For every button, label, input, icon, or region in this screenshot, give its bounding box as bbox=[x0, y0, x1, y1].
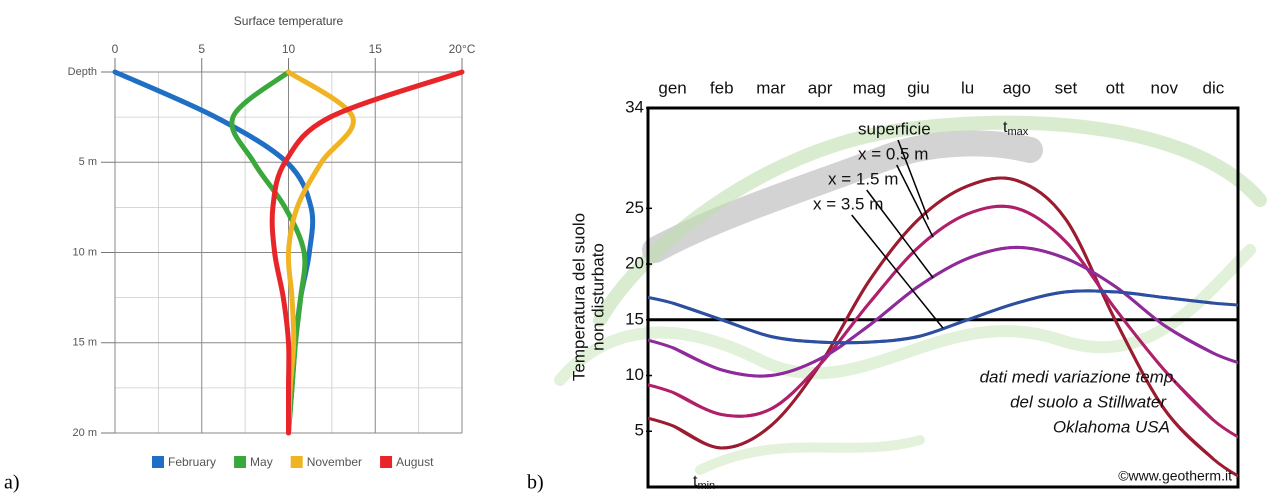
x-tick-label: set bbox=[1055, 78, 1078, 97]
legend-label: November bbox=[307, 455, 362, 469]
y-tick-label: 25 bbox=[625, 198, 644, 217]
series-label: x = 0.5 m bbox=[858, 144, 928, 163]
y-tick-label: 34 bbox=[625, 97, 644, 116]
x-tick-label: lu bbox=[961, 78, 974, 97]
series-label: x = 3.5 m bbox=[813, 194, 883, 213]
leader-line bbox=[897, 139, 930, 220]
panel-label: a) bbox=[4, 472, 20, 493]
x-tick-label: 0 bbox=[112, 42, 119, 56]
legend-label: August bbox=[396, 455, 434, 469]
legend-swatch bbox=[290, 456, 303, 468]
note: dati medi variazione temp. bbox=[980, 367, 1178, 386]
chart-title: Surface temperature bbox=[234, 14, 344, 28]
panel-label: b) bbox=[527, 472, 544, 493]
legend-swatch bbox=[234, 456, 247, 468]
annotation-sub: min bbox=[697, 480, 715, 492]
note: del suolo a Stillwater bbox=[1010, 392, 1167, 411]
line-series bbox=[672, 289, 1214, 345]
series-label: x = 1.5 m bbox=[828, 169, 898, 188]
y-axis-label-line: Temperatura del suolo bbox=[570, 213, 589, 381]
line-extension bbox=[648, 245, 1238, 378]
series-label: superficie bbox=[858, 119, 931, 138]
annotation-sub: max bbox=[1007, 126, 1028, 138]
x-tick-label: ott bbox=[1106, 78, 1125, 97]
y-tick-label: 15 m bbox=[73, 337, 97, 349]
line-series bbox=[671, 245, 1215, 378]
y-axis-label: Temperatura del suolonon disturbato bbox=[570, 213, 608, 381]
y-tick-label: 5 bbox=[635, 421, 644, 440]
annotation: tmax bbox=[1003, 119, 1029, 138]
x-tick-label: 5 bbox=[198, 42, 205, 56]
y-tick-label: Depth bbox=[68, 66, 97, 78]
x-tick-label: mar bbox=[756, 78, 786, 97]
x-tick-label: 15 bbox=[369, 42, 383, 56]
chart-a: Surface temperature 0 5 10 15 20°C Depth 5 m 10 … bbox=[4, 14, 476, 493]
x-tick-label: dic bbox=[1203, 78, 1225, 97]
y-tick-label: 10 bbox=[625, 365, 644, 384]
annotation-main: t bbox=[1003, 119, 1008, 136]
x-tick-label: 10 bbox=[282, 42, 296, 56]
y-tick-label: 10 m bbox=[73, 246, 97, 258]
line-series bbox=[671, 204, 1215, 422]
line-series bbox=[671, 176, 1215, 461]
x-tick-label: mag bbox=[853, 78, 886, 97]
y-tick-label: 20 bbox=[625, 254, 644, 273]
legend-swatch bbox=[380, 456, 393, 468]
x-tick-label: feb bbox=[710, 78, 734, 97]
legend-label: May bbox=[250, 455, 273, 469]
x-tick-label: apr bbox=[808, 78, 833, 97]
x-tick-label: giu bbox=[907, 78, 930, 97]
note: Oklahoma USA bbox=[1053, 417, 1170, 436]
y-tick-label: 5 m bbox=[79, 156, 97, 168]
legend-label: February bbox=[168, 455, 216, 469]
leader-line bbox=[866, 189, 934, 279]
x-tick-label: ago bbox=[1003, 78, 1031, 97]
background-decoration bbox=[554, 115, 1267, 475]
chart-b: gen feb mar apr mag giu lu ago set ott nov dic 5 10 15… bbox=[527, 78, 1240, 493]
source: ©www.geotherm.it bbox=[1118, 468, 1232, 484]
annotation-main: t bbox=[693, 473, 698, 490]
x-tick-label: 20°C bbox=[449, 42, 476, 56]
leader-line bbox=[896, 164, 934, 238]
annotation: tmin bbox=[693, 473, 715, 492]
y-tick-label: 20 m bbox=[73, 427, 97, 439]
x-tick-label: gen bbox=[658, 78, 686, 97]
line-series bbox=[285, 69, 356, 436]
y-tick-label: 15 bbox=[625, 309, 644, 328]
line-series bbox=[269, 69, 465, 436]
legend-swatch bbox=[152, 456, 164, 468]
x-tick-label: nov bbox=[1151, 78, 1179, 97]
leader-line bbox=[851, 214, 944, 329]
y-axis-label-line: non disturbato bbox=[589, 243, 608, 351]
